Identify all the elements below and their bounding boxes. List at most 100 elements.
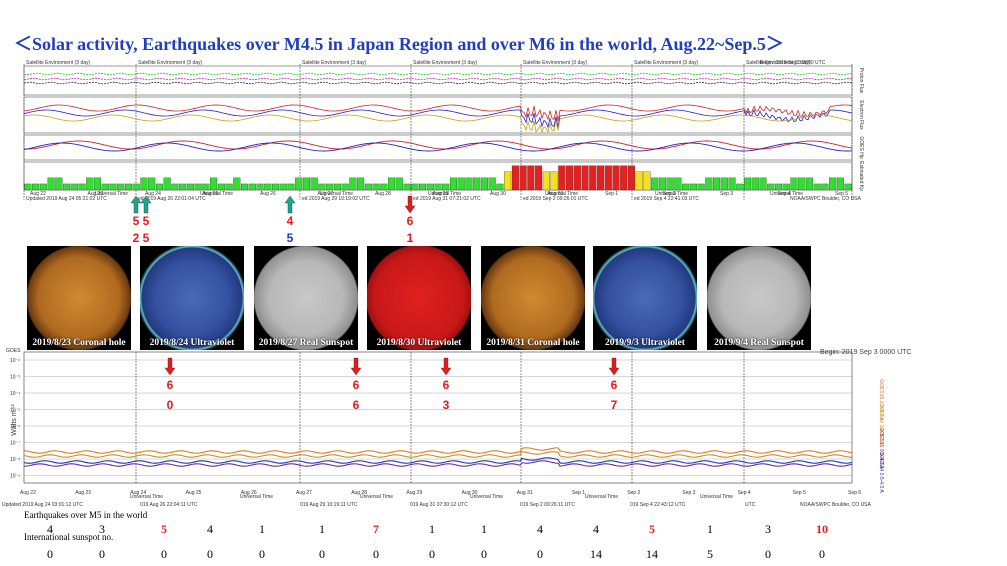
kp-bar — [93, 177, 102, 191]
xray-ytick: 10⁻⁴ — [10, 391, 20, 397]
xray-date-label: Aug 22 — [20, 490, 36, 496]
xray-ytick: 10⁻⁵ — [10, 408, 20, 414]
xray-universal-time: Universal Time — [470, 494, 503, 500]
kp-bar — [612, 165, 620, 191]
xray-date-label: Aug 23 — [75, 490, 91, 496]
mid-arrow — [164, 357, 176, 376]
kp-bar — [241, 183, 249, 191]
top-panel-frame — [23, 65, 853, 96]
top-arrow — [140, 195, 152, 214]
goes-hp-line — [23, 140, 853, 150]
eq-count-cell: 4 — [207, 522, 213, 536]
kp-bar — [388, 177, 396, 191]
sun-image-coronal: 2019/8/23 Coronal hole — [27, 246, 131, 350]
kp-bar — [821, 183, 829, 191]
xray-universal-time: Universal Time — [240, 494, 273, 500]
top-arrow — [404, 195, 416, 214]
top-panel-frame — [23, 96, 853, 134]
kp-bar — [627, 165, 635, 191]
eq-count-cell: 5 — [161, 522, 167, 536]
sun-image-uv: 2019/9/3 Ultraviolet — [593, 246, 697, 350]
xray-ytick: 10⁻² — [10, 358, 20, 364]
kp-bar — [380, 183, 388, 191]
updated-label: ed 2019 Aug 26 22:01:04 UTC — [138, 196, 206, 202]
eq-count-cell: 1 — [707, 522, 713, 536]
eq-count-cell: 1 — [319, 522, 325, 536]
kp-bar — [697, 183, 705, 191]
goes-hp-line — [23, 142, 853, 152]
kp-bar — [55, 177, 63, 191]
xray-flux-line — [23, 451, 853, 458]
kp-bar — [264, 183, 272, 191]
top-panel-frame — [23, 134, 853, 161]
kp-bar — [163, 177, 171, 191]
xray-universal-time: Universal Time — [585, 494, 618, 500]
kp-date-label: Aug 27 — [318, 191, 334, 197]
kp-bar — [442, 183, 450, 191]
universal-time-label: Universal Time — [320, 191, 353, 197]
xray-date-label: Aug 26 — [241, 490, 257, 496]
kp-bar — [310, 177, 318, 191]
kp-bar — [202, 183, 210, 191]
sunspot-cell: 0 — [99, 547, 105, 561]
sun-image-white: 2019/9/4 Real Sunspot — [707, 246, 811, 350]
kp-bar — [535, 165, 543, 191]
kp-bar — [302, 177, 310, 191]
electron-flux-line — [23, 108, 853, 129]
xray-updated-label: Updated 2019 Aug 24 03:01:12 UTC — [2, 502, 83, 508]
kp-bar — [279, 183, 287, 191]
kp-bar — [744, 177, 752, 191]
kp-bar — [651, 177, 659, 191]
kp-date-label: Aug 23 — [88, 191, 104, 197]
kp-bar — [581, 165, 589, 191]
universal-time-label: Universal Time — [655, 191, 688, 197]
sun-image-uv: 2019/8/24 Ultraviolet — [140, 246, 244, 350]
mid-arrow — [608, 357, 620, 376]
top-arrow-count: 5 — [286, 231, 294, 245]
xray-date-label: Aug 28 — [351, 490, 367, 496]
xray-date-label: Sep 2 — [627, 490, 640, 496]
eq-count-cell: 4 — [537, 522, 543, 536]
sun-image-caption: 2019/8/24 Ultraviolet — [149, 338, 235, 348]
kp-bar — [674, 177, 682, 191]
sunspot-cell: 0 — [429, 547, 435, 561]
kp-bar — [86, 177, 94, 191]
kp-bar — [372, 183, 380, 191]
kp-bar — [682, 183, 690, 191]
kp-bar — [473, 177, 481, 191]
xray-universal-time: Universal Time — [360, 494, 393, 500]
kp-bar — [78, 183, 86, 191]
electron-flux-line — [23, 114, 853, 134]
kp-bar — [411, 183, 419, 191]
kp-date-label: Sep 4 — [778, 191, 791, 197]
kp-bar — [751, 177, 759, 191]
kp-bar — [426, 183, 434, 191]
xray-right-label: GOES14 0.5-4.0 A — [878, 451, 884, 493]
kp-bar — [542, 171, 550, 191]
sun-image-caption: 2019/8/31 Coronal hole — [486, 338, 580, 348]
kp-bar — [658, 177, 666, 191]
kp-bar — [70, 183, 78, 191]
eq-count-cell: 3 — [99, 522, 105, 536]
xray-date-label: Aug 29 — [406, 490, 422, 496]
panel-caption: Satellite Environment (3 day) — [523, 60, 588, 66]
xray-date-label: Aug 25 — [186, 490, 202, 496]
xray-utc-label: UTC — [745, 502, 756, 508]
xray-date-label: Sep 5 — [793, 490, 806, 496]
top-arrow-magnitude: 5 — [142, 214, 150, 228]
sun-image-caption: 2019/8/23 Coronal hole — [32, 338, 126, 348]
kp-bar — [217, 183, 225, 191]
sunspot-cell: 0 — [765, 547, 771, 561]
eq-count-cell: 10 — [816, 522, 828, 536]
right-axis-label: GOES Hp — [858, 136, 864, 158]
kp-bar — [782, 183, 790, 191]
panel-caption: Satellite Environment (3 day) — [26, 60, 91, 66]
xray-ytick: 10⁻³ — [10, 375, 20, 381]
panel-caption: Satellite Environment (3 day) — [634, 60, 699, 66]
kp-bar — [225, 183, 233, 191]
proton-line — [23, 81, 853, 85]
panel-caption: Satellite Environment (3 day) — [138, 60, 203, 66]
kp-bar — [132, 183, 140, 191]
panel-caption: Satellite Environment (3 day) — [302, 60, 367, 66]
top-arrow-count: 2 — [132, 231, 140, 245]
